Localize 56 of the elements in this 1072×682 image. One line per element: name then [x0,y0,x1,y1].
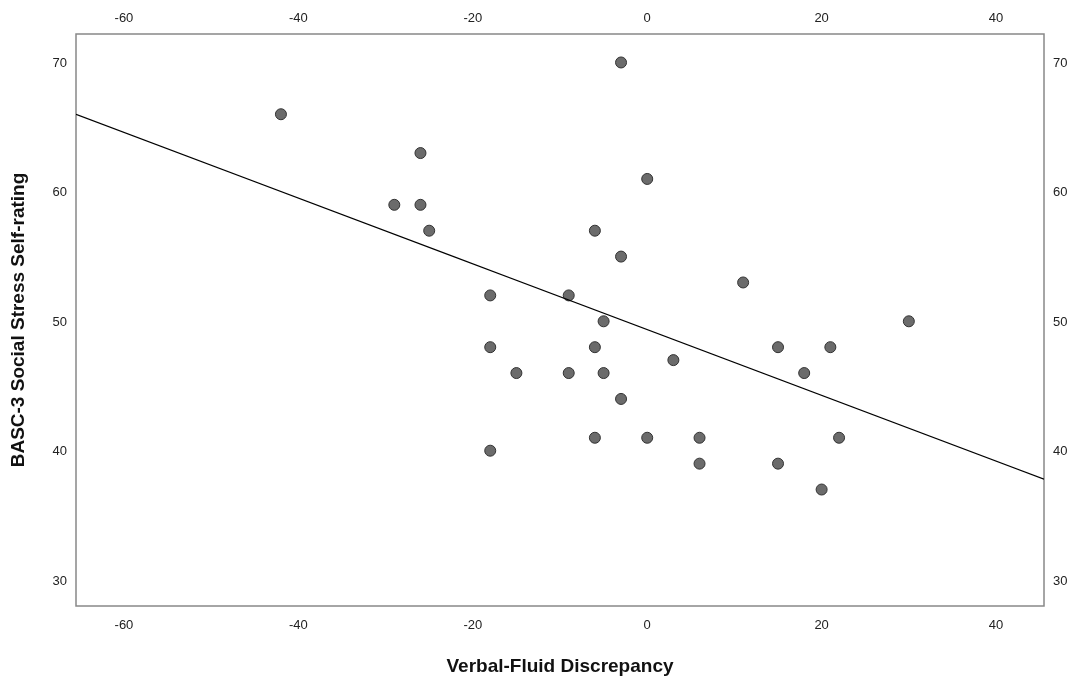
y-tick-label: 70 [52,55,67,71]
point [274,108,287,121]
y2-tick-label: 40 [1053,443,1068,459]
point [388,198,401,211]
x2-tick-label: -40 [288,617,308,632]
x-tick-label: 20 [814,10,829,25]
y-tick-label: 50 [52,313,67,329]
x2-tick-label: 20 [814,617,829,632]
point [798,367,811,380]
y-tick-label: 30 [52,572,67,588]
point [562,367,575,380]
point [615,392,628,405]
y2-tick-label: 50 [1053,313,1068,329]
y2-tick-label: 60 [1053,184,1068,200]
x-axis-title: Verbal-Fluid Discrepancy [446,655,674,676]
y-axis-title: BASC-3 Social Stress Self-rating [7,172,28,468]
point [597,315,610,328]
point [423,224,436,237]
x-tick-label: 0 [643,10,651,25]
point [641,431,654,444]
x-tick-label: 40 [988,10,1004,25]
point [615,250,628,263]
x2-tick-label: 40 [988,617,1004,632]
point [667,354,680,367]
y-tick-label: 60 [52,184,67,200]
point [597,367,610,380]
point [815,483,828,496]
point [510,367,523,380]
x2-tick-label: 0 [643,617,651,632]
point [641,172,654,185]
point [588,431,601,444]
point [484,289,497,302]
point [588,224,601,237]
point [833,431,846,444]
y-tick-label: 40 [52,443,67,459]
point [902,315,915,328]
point [588,341,601,354]
x-tick-label: -60 [114,10,134,25]
point [693,457,706,470]
point [615,56,628,69]
y2-tick-label: 70 [1053,55,1068,71]
point [772,457,785,470]
x-tick-label: -20 [463,10,483,25]
point [484,341,497,354]
point [693,431,706,444]
y2-tick-label: 30 [1053,572,1068,588]
point [772,341,785,354]
point [484,444,497,457]
x-tick-label: -40 [288,10,308,25]
point [414,147,427,160]
point [737,276,750,289]
point [562,289,575,302]
x2-tick-label: -60 [114,617,134,632]
x2-tick-label: -20 [463,617,483,632]
point [824,341,837,354]
point [414,198,427,211]
